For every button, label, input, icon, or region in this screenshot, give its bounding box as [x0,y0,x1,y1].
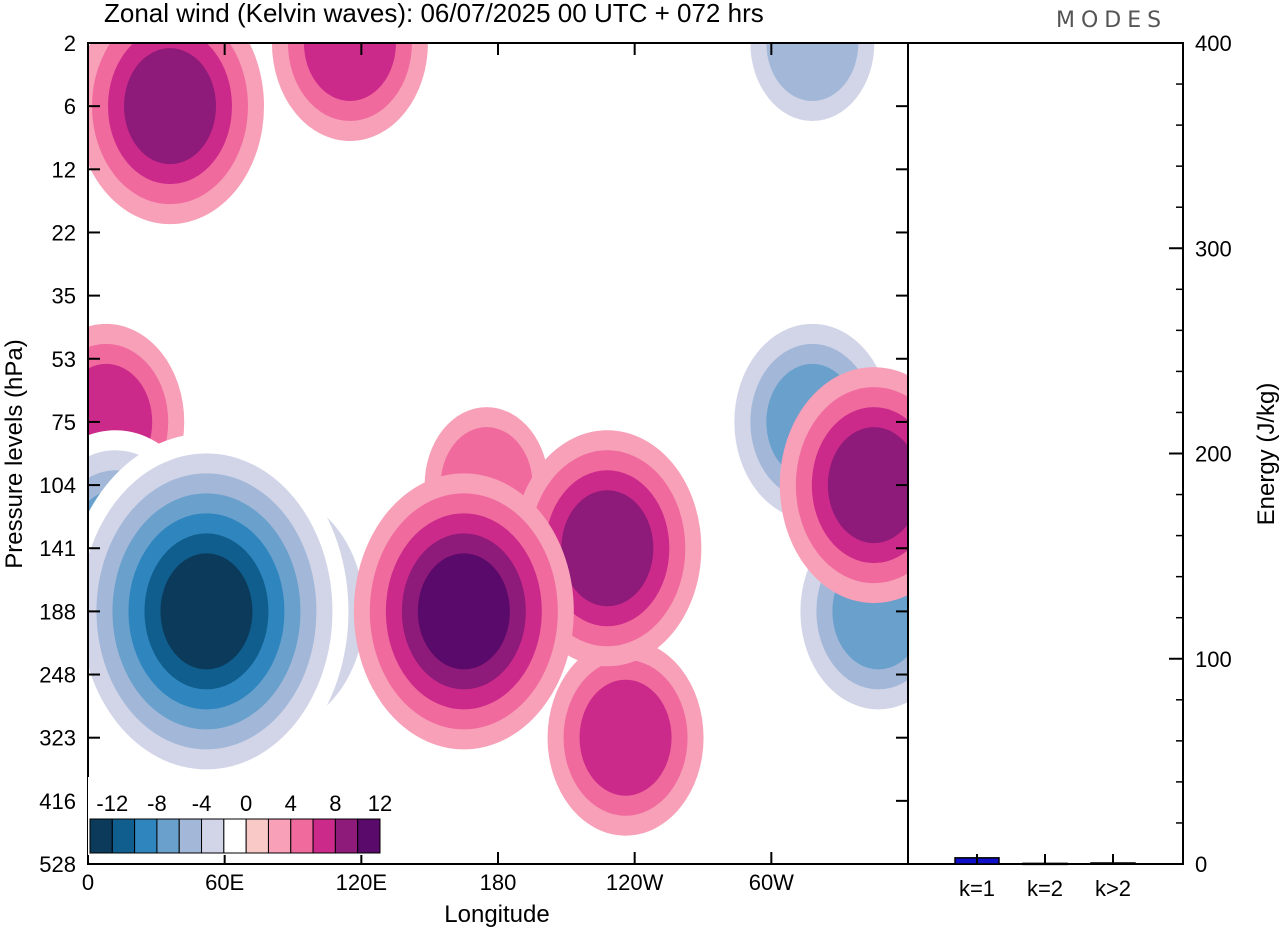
colorbar-label: -4 [192,791,212,816]
wind-heatmap [88,43,908,836]
longitude-tick-label: 60W [749,870,794,895]
chart-title: Zonal wind (Kelvin waves): 06/07/2025 00… [104,0,764,28]
colorbar-label: -8 [147,791,167,816]
contour-negative-1-6 [766,43,859,101]
longitude-tick-label: 0 [82,870,94,895]
pressure-tick-label: 53 [52,347,76,372]
contour-positive-9-8 [827,427,908,544]
pressure-tick-label: 416 [39,789,76,814]
colorbar-swatch [357,818,381,854]
colorbar-swatch [89,818,113,854]
colorbar: -12 -8 -4 0 4 8 12 [88,777,392,855]
energy-tick-label: 200 [1195,442,1232,467]
pressure-tick-label: 248 [39,663,76,688]
pressure-axis: 2 6 12 22 35 53 75 104 141 188 248 323 416 528 [39,31,908,877]
colorbar-swatch [267,818,292,854]
heatmap-contours [88,43,908,836]
energy-axis: 0 100 200 300 400 k=1 k=2 k>2 [959,31,1232,901]
colorbar-label: 8 [329,791,341,816]
contour-positive-4-6 [579,679,672,796]
colorbar-swatch [334,818,359,854]
longitude-tick-label: 180 [480,870,517,895]
contour-positive-8-8 [561,490,654,607]
colorbar-swatch [312,818,336,854]
colorbar-swatch [111,818,136,854]
pressure-tick-label: 35 [52,284,76,309]
energy-tick-label: 400 [1195,31,1232,56]
energy-axis-label: Energy (J/kg) [1253,383,1280,526]
pressure-tick-label: 75 [52,410,76,435]
colorbar-label: 12 [368,791,392,816]
energy-category-label: k>2 [1095,876,1131,901]
colorbar-label: 4 [285,791,297,816]
energy-tick-label: 300 [1195,236,1232,261]
colorbar-label: -12 [96,791,128,816]
y-axis-label: Pressure levels (hPa) [1,339,28,568]
x-axis-label: Longitude [444,901,549,928]
pressure-tick-label: 12 [52,157,76,182]
pressure-tick-label: 22 [52,220,76,245]
longitude-tick-label: 120E [336,870,387,895]
contour-positive-10-8 [124,48,216,165]
longitude-axis: 0 60E 120E 180 120W 60W [82,43,794,895]
energy-tick-label: 100 [1195,647,1232,672]
colorbar-swatch [134,818,158,854]
colorbar-swatch [290,818,314,854]
colorbar-label: 0 [240,791,252,816]
pressure-tick-label: 2 [64,31,76,56]
pressure-tick-label: 528 [39,852,76,877]
energy-category-label: k=1 [959,876,995,901]
pressure-tick-label: 141 [39,536,76,561]
longitude-tick-label: 120W [606,870,664,895]
energy-tick-label: 0 [1195,852,1207,877]
pressure-tick-label: 104 [39,473,76,498]
energy-panel-frame [907,42,1184,865]
pressure-tick-label: 323 [39,726,76,751]
contour-negative-13-14 [160,553,253,670]
colorbar-swatch [223,818,247,854]
contour-positive-2-6 [303,43,396,101]
pressure-tick-label: 188 [39,599,76,624]
colorbar-swatch [201,818,225,854]
brand-logo: MODES [1056,8,1168,33]
longitude-tick-label: 60E [205,870,244,895]
colorbar-swatch [178,818,203,854]
energy-category-label: k=2 [1027,876,1063,901]
pressure-tick-label: 6 [64,94,76,119]
colorbar-swatch [245,818,269,854]
contour-positive-12-10 [417,553,510,670]
colorbar-swatch [156,818,180,854]
